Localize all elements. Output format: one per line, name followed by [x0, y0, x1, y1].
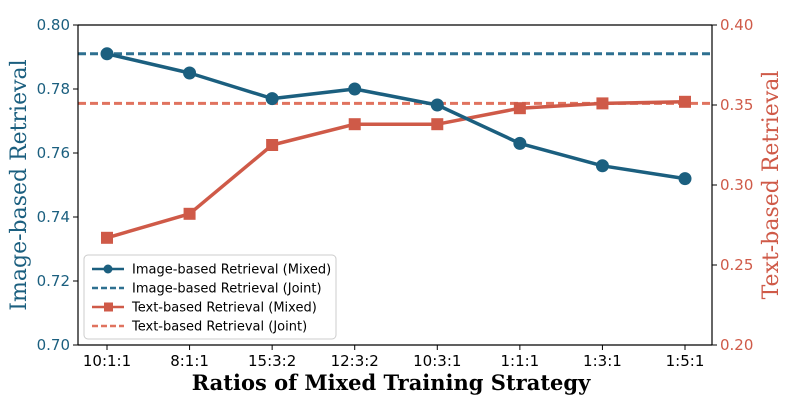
- x-tick-label: 1:1:1: [500, 352, 539, 370]
- image-mixed-point: [348, 82, 362, 96]
- left-tick-label: 0.76: [37, 144, 70, 162]
- right-tick-label: 0.20: [720, 336, 753, 354]
- right-tick-label: 0.30: [720, 176, 753, 194]
- text-mixed-line: [106, 100, 686, 240]
- x-tick-label: 15:3:2: [248, 352, 296, 370]
- left-tick-label: 0.78: [37, 80, 70, 98]
- image-mixed-point: [595, 159, 609, 173]
- image-mixed-point: [265, 92, 279, 106]
- right-tick-label: 0.25: [720, 256, 753, 274]
- image-mixed-point: [100, 47, 114, 61]
- legend-label: Text-based Retrieval (Mixed): [131, 301, 317, 316]
- text-mixed-point: [101, 231, 113, 244]
- legend-marker-square: [104, 302, 113, 312]
- legend-label: Image-based Retrieval (Joint): [132, 282, 322, 297]
- text-mixed-point: [266, 139, 279, 151]
- legend-label: Text-based Retrieval (Joint): [131, 320, 307, 335]
- x-axis-title: Ratios of Mixed Training Strategy: [192, 370, 591, 395]
- series-lines: [106, 52, 686, 240]
- image-mixed-line: [106, 52, 686, 181]
- image-mixed-point: [183, 66, 197, 80]
- left-tick-label: 0.70: [37, 336, 70, 354]
- text-mixed-point: [431, 118, 444, 131]
- legend: Image-based Retrieval (Mixed) Image-based…: [83, 254, 337, 340]
- legend-label: Image-based Retrieval (Mixed): [132, 263, 331, 278]
- text-mixed-point: [679, 95, 691, 108]
- x-tick-label: 1:3:1: [583, 352, 622, 370]
- x-tick-label: 12:3:2: [331, 352, 379, 370]
- text-mixed-point: [513, 102, 526, 115]
- y-axis-right-title: Text-based Retrieval: [759, 71, 784, 300]
- text-mixed-point: [183, 207, 196, 220]
- x-tick-label: 8:1:1: [170, 352, 209, 370]
- image-mixed-point: [513, 136, 527, 150]
- image-mixed-point: [678, 172, 692, 186]
- left-tick-label: 0.74: [37, 208, 70, 226]
- y-axis-left-title: Image-based Retrieval: [7, 59, 32, 310]
- axes: 0.70 0.72 0.74 0.76 0.78 0.80 0.20 0.25 0.30 0.35…: [7, 16, 784, 395]
- x-tick-label: 1:5:1: [666, 352, 705, 370]
- left-tick-label: 0.72: [37, 272, 70, 290]
- image-mixed-point: [430, 98, 444, 112]
- right-tick-label: 0.40: [720, 16, 753, 34]
- text-mixed-point: [348, 118, 361, 131]
- x-tick-label: 10:3:1: [413, 352, 461, 370]
- x-tick-label: 10:1:1: [83, 352, 131, 370]
- left-tick-label: 0.80: [37, 16, 70, 34]
- legend-box: [83, 254, 337, 340]
- right-tick-label: 0.35: [720, 96, 753, 114]
- text-mixed-point: [596, 97, 609, 110]
- legend-marker-circle: [103, 264, 113, 274]
- markers: [100, 47, 692, 244]
